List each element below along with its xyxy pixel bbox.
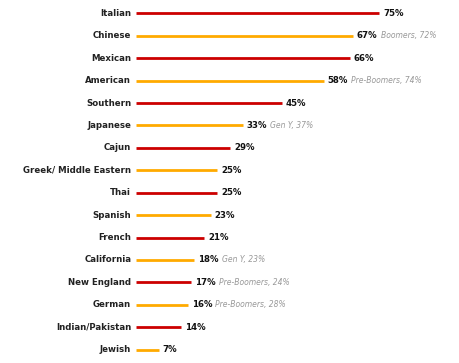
- Text: 25%: 25%: [220, 166, 241, 175]
- Text: German: German: [93, 300, 131, 309]
- Text: Spanish: Spanish: [92, 211, 131, 220]
- Text: French: French: [98, 233, 131, 242]
- Text: Mexican: Mexican: [91, 54, 131, 63]
- Text: 33%: 33%: [246, 121, 267, 130]
- Text: Chinese: Chinese: [93, 31, 131, 40]
- Text: 21%: 21%: [207, 233, 228, 242]
- Text: Gen Y, 37%: Gen Y, 37%: [270, 121, 313, 130]
- Text: 23%: 23%: [214, 211, 235, 220]
- Text: American: American: [85, 76, 131, 85]
- Text: Pre-Boomers, 74%: Pre-Boomers, 74%: [351, 76, 421, 85]
- Text: Thai: Thai: [110, 188, 131, 197]
- Text: 18%: 18%: [198, 256, 218, 264]
- Text: 67%: 67%: [356, 31, 377, 40]
- Text: California: California: [84, 256, 131, 264]
- Text: 17%: 17%: [195, 278, 215, 287]
- Text: Jewish: Jewish: [100, 345, 131, 354]
- Text: 58%: 58%: [327, 76, 347, 85]
- Text: 45%: 45%: [285, 99, 306, 107]
- Text: Cajun: Cajun: [104, 143, 131, 152]
- Text: Pre-Boomers, 28%: Pre-Boomers, 28%: [215, 300, 285, 309]
- Text: 75%: 75%: [382, 9, 403, 18]
- Text: 16%: 16%: [191, 300, 212, 309]
- Text: 14%: 14%: [185, 323, 206, 332]
- Text: Japanese: Japanese: [87, 121, 131, 130]
- Text: 29%: 29%: [233, 143, 254, 152]
- Text: 25%: 25%: [220, 188, 241, 197]
- Text: Gen Y, 23%: Gen Y, 23%: [221, 256, 264, 264]
- Text: Indian/Pakistan: Indian/Pakistan: [56, 323, 131, 332]
- Text: New England: New England: [68, 278, 131, 287]
- Text: 66%: 66%: [353, 54, 374, 63]
- Text: Italian: Italian: [100, 9, 131, 18]
- Text: Pre-Boomers, 24%: Pre-Boomers, 24%: [218, 278, 289, 287]
- Text: Southern: Southern: [86, 99, 131, 107]
- Text: 7%: 7%: [162, 345, 177, 354]
- Text: Boomers, 72%: Boomers, 72%: [380, 31, 435, 40]
- Text: Greek/ Middle Eastern: Greek/ Middle Eastern: [23, 166, 131, 175]
